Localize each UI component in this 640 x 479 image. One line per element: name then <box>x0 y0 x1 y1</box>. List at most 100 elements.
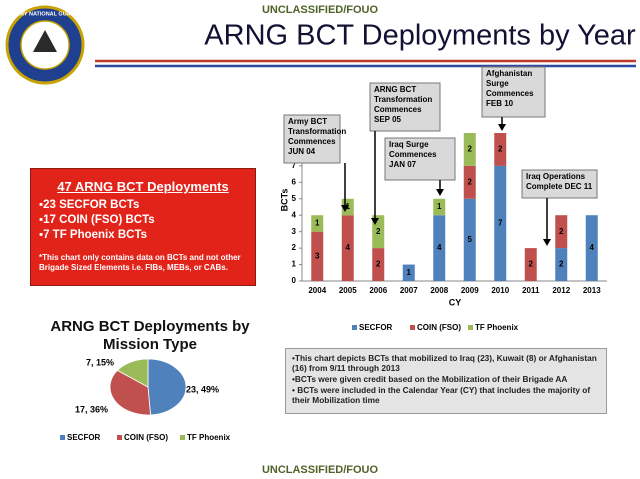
bar-segment <box>311 231 324 281</box>
callout-text: JAN 07 <box>389 160 417 169</box>
logo-emblem <box>33 30 57 52</box>
bar-label: 4 <box>437 243 442 252</box>
bar-label: 2 <box>468 177 473 186</box>
y-tick-label: 6 <box>292 177 297 186</box>
y-tick-label: 2 <box>292 243 297 252</box>
callout-text: SEP 05 <box>374 115 402 124</box>
x-tick-label: 2006 <box>369 286 387 295</box>
legend-swatch <box>117 435 122 440</box>
callout-text: Commences <box>288 137 336 146</box>
callout-text: Commences <box>486 89 534 98</box>
x-tick-label: 2011 <box>522 286 540 295</box>
callout-text: Transformation <box>374 95 432 104</box>
bar-label: 1 <box>407 268 412 277</box>
bar-segment <box>433 198 446 216</box>
y-tick-label: 0 <box>292 276 297 285</box>
x-axis-label: CY <box>449 297 462 307</box>
callout-text: JUN 04 <box>288 147 316 156</box>
classification: UNCLASSIFIED/FOUO <box>262 4 379 16</box>
bar-label: 4 <box>590 243 595 252</box>
bar-label: 2 <box>376 260 381 269</box>
summary-item: ▪7 TF Phoenix BCTs <box>39 229 148 241</box>
bar-segment <box>341 215 354 281</box>
callout-text: ARNG BCT <box>374 85 416 94</box>
summary-note: *This chart only contains data on BCTs a… <box>39 253 241 272</box>
bar-label: 5 <box>468 235 473 244</box>
footer: UNCLASSIFIED/FOUO <box>262 464 379 476</box>
bar-segment <box>402 264 415 281</box>
callout-text: Army BCT <box>288 117 327 126</box>
bar-segment <box>372 248 385 281</box>
legend-swatch <box>352 325 357 330</box>
callout-arrowhead <box>371 218 379 225</box>
callout-box <box>369 82 441 132</box>
pie-label: 7, 15% <box>86 357 114 367</box>
bar-segment <box>463 165 476 199</box>
callout-arrowhead <box>436 189 444 196</box>
bar-label: 1 <box>315 219 320 228</box>
y-tick-label: 4 <box>292 210 297 219</box>
bar-label: 2 <box>559 260 564 269</box>
pie-slice <box>116 358 149 388</box>
callout-arrowhead <box>543 239 551 246</box>
pie-slice <box>109 369 151 416</box>
callout-text: Iraq Operations <box>526 172 586 181</box>
note: •This chart depicts BCTs that mobilized … <box>292 353 597 373</box>
note: • BCTs were included in the Calendar Yea… <box>292 385 591 405</box>
bar-label: 2 <box>468 145 473 154</box>
callout-box <box>481 66 546 118</box>
x-tick-label: 2010 <box>491 286 509 295</box>
callout-text: Iraq Surge <box>389 140 429 149</box>
summary-box: 47 ARNG BCT Deployments ▪23 SECFOR BCTs … <box>30 168 256 286</box>
x-tick-label: 2005 <box>339 286 357 295</box>
bar-label: 2 <box>498 145 503 154</box>
bar-segment <box>463 133 476 166</box>
callout-text: Complete DEC 11 <box>526 182 593 191</box>
y-tick-label: 5 <box>292 194 297 203</box>
bar-segment <box>524 248 537 281</box>
callout-box <box>384 137 456 181</box>
callout-arrowhead <box>498 124 506 131</box>
callout-text: Commences <box>374 105 422 114</box>
bar-segment <box>311 215 324 232</box>
legend-swatch <box>60 435 65 440</box>
legend-swatch <box>468 325 473 330</box>
y-axis-label: BCTs <box>279 189 289 212</box>
pie-label: 17, 36% <box>75 404 108 414</box>
y-tick-label: 3 <box>292 227 297 236</box>
summary-item: ▪17 COIN (FSO) BCTs <box>39 214 155 226</box>
y-tick-label: 7 <box>292 161 297 170</box>
summary-heading: 47 ARNG BCT Deployments <box>57 179 229 194</box>
bar-segment <box>494 133 507 166</box>
notes-box: •This chart depicts BCTs that mobilized … <box>285 348 607 414</box>
pie-title: ARNG BCT Deployments by Mission Type <box>50 318 250 353</box>
pie-slice <box>147 358 187 416</box>
x-tick-label: 2012 <box>552 286 570 295</box>
bar-label: 2 <box>559 227 564 236</box>
bar-label: 2 <box>376 227 381 236</box>
bar-label: 2 <box>529 260 534 269</box>
legend-swatch <box>180 435 185 440</box>
bar-segment <box>555 215 568 249</box>
legend-label: SECFOR <box>359 323 393 332</box>
callout-text: Surge <box>486 79 509 88</box>
slide-title: ARNG BCT Deployments by Year <box>204 20 636 52</box>
legend-label: SECFOR <box>67 433 101 442</box>
callout-text: Transformation <box>288 127 346 136</box>
bar-label: 7 <box>498 219 503 228</box>
callout-text: Afghanistan <box>486 69 532 78</box>
bar-segment <box>585 215 598 281</box>
x-tick-label: 2009 <box>461 286 479 295</box>
x-tick-label: 2007 <box>400 286 418 295</box>
bar-label: 3 <box>315 251 320 260</box>
x-tick-label: 2008 <box>430 286 448 295</box>
callout-box <box>521 169 598 199</box>
legend-label: COIN (FSO) <box>417 323 461 332</box>
pie-label: 23, 49% <box>186 384 219 394</box>
bar-segment <box>433 215 446 281</box>
note: •BCTs were given credit based on the Mob… <box>292 374 568 384</box>
legend-swatch <box>410 325 415 330</box>
summary-item: ▪23 SECFOR BCTs <box>39 199 140 211</box>
